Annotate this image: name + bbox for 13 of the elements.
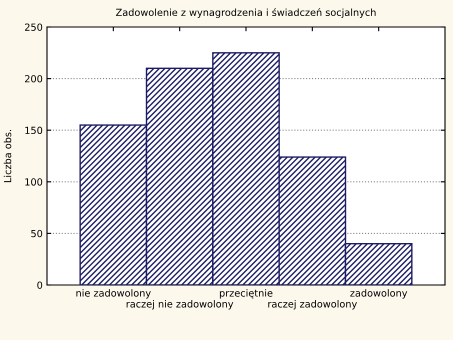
y-tick-label: 150 bbox=[25, 126, 42, 134]
y-tick-label: 250 bbox=[24, 23, 42, 31]
x-tick-label: przeciętnie bbox=[220, 289, 272, 299]
y-tick-label: 0 bbox=[37, 281, 42, 289]
x-tick-label: raczej nie zadowolony bbox=[126, 300, 234, 310]
x-tick-label: zadowolony bbox=[350, 289, 408, 299]
chart-title: Zadowolenie z wynagrodzenia i świadczeń socjalnych bbox=[116, 8, 376, 18]
x-tick-label: raczej zadowolony bbox=[268, 300, 357, 310]
y-tick-label: 200 bbox=[24, 75, 42, 82]
y-tick-label: 100 bbox=[25, 178, 42, 186]
y-tick-label: 50 bbox=[31, 230, 42, 238]
x-tick-label: nie zadowolony bbox=[76, 289, 151, 299]
y-axis-title: Liczba obs. bbox=[4, 130, 12, 182]
